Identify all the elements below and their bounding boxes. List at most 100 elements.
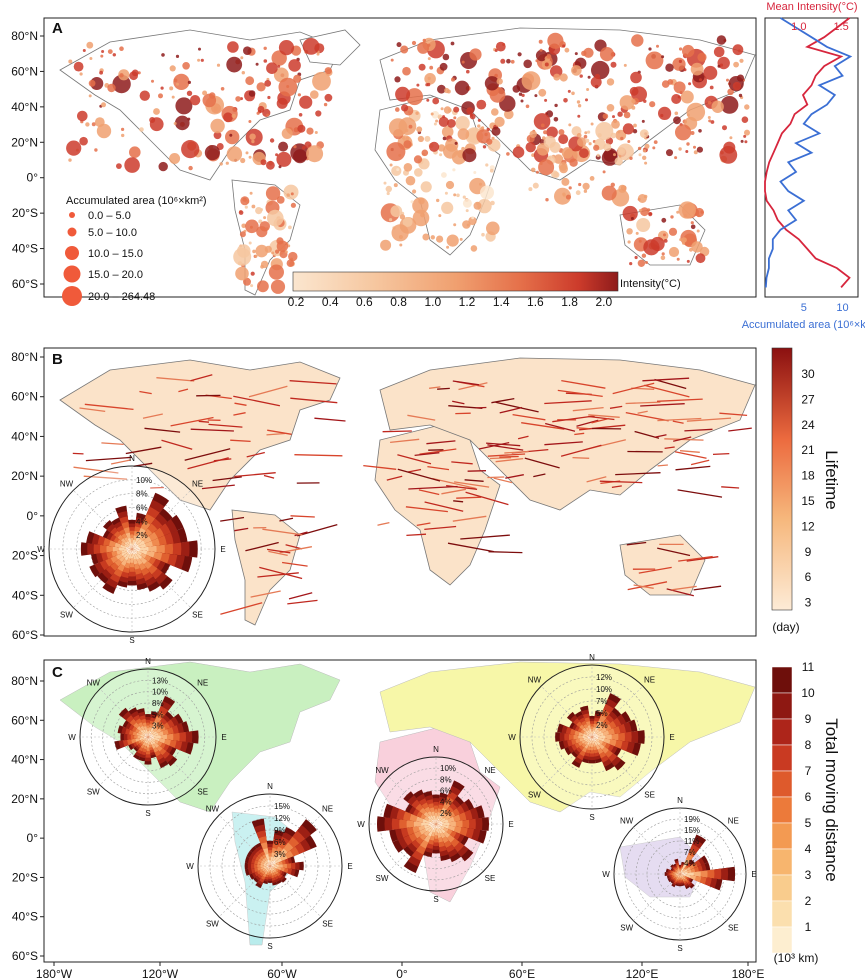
- intensity-bubble: [645, 261, 648, 264]
- rose-c-oceania-wedge: [678, 874, 680, 876]
- intensity-bubble: [599, 47, 615, 62]
- intensity-tick-label: 0.2: [288, 295, 305, 309]
- intensity-bubble: [248, 120, 252, 123]
- intensity-bubble: [559, 73, 568, 82]
- intensity-bubble: [680, 90, 694, 104]
- trajectory-arrow: [290, 397, 338, 404]
- trajectory-arrow: [161, 439, 193, 450]
- intensity-bubble: [276, 196, 285, 204]
- intensity-bubble: [270, 279, 286, 294]
- intensity-bubble: [324, 93, 333, 102]
- intensity-bubble: [740, 139, 744, 143]
- intensity-bubble: [679, 238, 683, 242]
- rose-c-africa-dir-label: SE: [485, 874, 496, 883]
- intensity-tick-label: 0.8: [390, 295, 407, 309]
- rose-c-south-america-wedge: [269, 859, 271, 866]
- distance-colorbar-step: [771, 796, 793, 824]
- intensity-bubble: [576, 133, 582, 138]
- intensity-bubble: [658, 106, 672, 120]
- rose-b-wedge: [131, 541, 133, 549]
- rose-c-oceania: N NE E SE S SW W NW 4% 7% 11% 15% 19%: [602, 796, 756, 953]
- rose-c-south-america-dir-label: NE: [322, 804, 333, 813]
- lon-tick-label: 120°E: [626, 967, 659, 980]
- intensity-bubble: [542, 136, 546, 140]
- area-legend-bubble: [67, 227, 77, 237]
- intensity-bubble: [267, 95, 271, 100]
- intensity-bubble: [227, 41, 239, 53]
- intensity-bubble: [118, 69, 130, 81]
- trajectory-arrow: [625, 411, 669, 422]
- intensity-bubble: [250, 271, 255, 276]
- rose-c-africa-ring-label: 8%: [440, 775, 452, 784]
- trajectory-arrow: [493, 477, 513, 484]
- rose-c-south-america-wedge: [266, 864, 270, 866]
- intensity-bubble: [452, 168, 456, 172]
- lifetime-tick-label: 30: [801, 367, 815, 381]
- intensity-bubble: [523, 59, 532, 69]
- intensity-bubble: [86, 41, 94, 49]
- rose-c-africa-wedge: [431, 824, 436, 829]
- trajectory-arrow: [419, 448, 457, 455]
- intensity-bubble: [512, 85, 521, 93]
- intensity-bubble: [297, 124, 306, 133]
- trajectory-arrow: [268, 550, 288, 557]
- intensity-bubble: [581, 50, 587, 56]
- rose-c-africa-wedge: [432, 821, 436, 824]
- intensity-bubble: [525, 142, 536, 153]
- intensity-bubble: [610, 182, 615, 187]
- intensity-bubble: [441, 172, 447, 178]
- intensity-bubble: [649, 101, 656, 108]
- trajectory-arrow: [599, 480, 643, 484]
- intensity-bubble: [634, 255, 638, 260]
- intensity-bubble: [213, 131, 222, 140]
- trajectory-arrow: [407, 414, 436, 421]
- area-legend-bubble: [62, 286, 82, 306]
- intensity-bubble: [278, 77, 298, 97]
- intensity-bubble: [388, 118, 408, 137]
- rose-c-africa-wedge: [436, 820, 441, 824]
- intensity-bubble: [239, 231, 246, 238]
- intensity-bubble: [663, 239, 668, 243]
- rose-c-south-america-wedge: [267, 860, 270, 866]
- trajectory-arrow: [679, 450, 700, 453]
- intensity-bubble: [427, 43, 431, 47]
- intensity-bubble: [249, 133, 256, 140]
- intensity-bubble: [470, 245, 478, 252]
- rose-b-ring-label: 4%: [136, 517, 148, 526]
- rose-c-south-america-wedge: [269, 866, 271, 869]
- intensity-bubble: [587, 75, 591, 79]
- mean-intensity-line: [764, 17, 851, 288]
- intensity-bubble: [443, 106, 452, 114]
- intensity-bubble: [276, 97, 288, 109]
- intensity-bubble: [590, 122, 594, 126]
- intensity-bubble: [726, 78, 729, 82]
- distance-colorbar-step: [771, 926, 793, 954]
- rose-c-oceania-dir-label: N: [677, 796, 683, 805]
- intensity-bubble: [68, 158, 72, 162]
- intensity-bubble: [645, 51, 664, 70]
- rose-b-wedge: [132, 549, 138, 555]
- intensity-bubble: [462, 195, 466, 199]
- trajectory-arrow: [437, 387, 450, 390]
- intensity-bubble: [535, 49, 548, 62]
- intensity-bubble: [638, 239, 642, 243]
- rose-c-oceania-wedge: [680, 871, 684, 874]
- intensity-bubble: [112, 53, 117, 57]
- rose-c-eurasia-wedge: [589, 733, 592, 737]
- intensity-bubble: [606, 78, 615, 86]
- intensity-bubble: [602, 170, 606, 174]
- area-legend-bubble: [65, 246, 79, 260]
- intensity-bubble: [639, 129, 649, 139]
- intensity-bubble: [544, 62, 549, 67]
- rose-c-oceania-ring-label: 4%: [684, 859, 696, 868]
- intensity-bubble: [571, 65, 582, 76]
- trajectory-arrow: [495, 457, 524, 463]
- intensity-bubble: [642, 155, 647, 160]
- intensity-bubble: [444, 191, 448, 195]
- rose-c-south-america-dir-label: NW: [206, 804, 220, 813]
- rose-c-eurasia-wedge: [590, 733, 592, 737]
- trajectory-arrow: [576, 419, 599, 427]
- intensity-bubble: [574, 52, 578, 56]
- intensity-bubble: [646, 208, 651, 212]
- intensity-bubble: [245, 219, 259, 234]
